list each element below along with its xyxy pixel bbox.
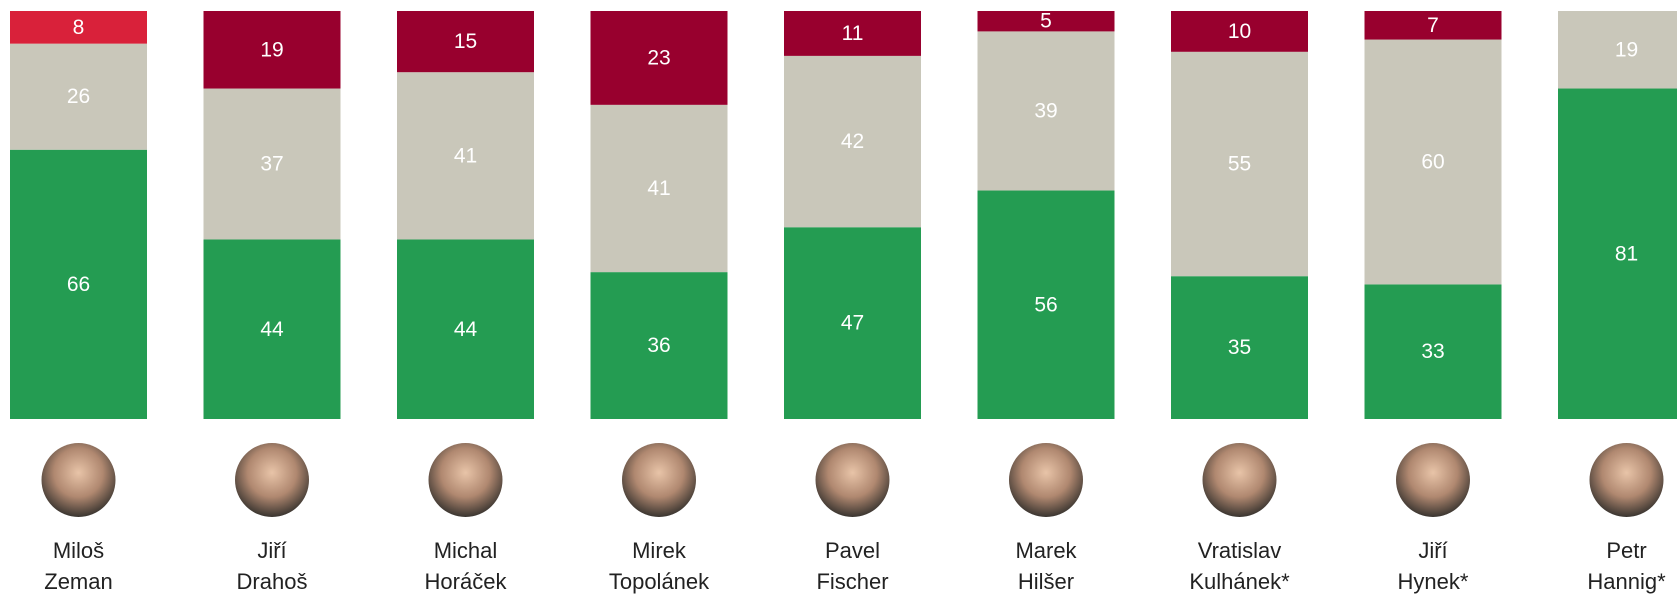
- value-label: 55: [1228, 153, 1251, 176]
- candidate-name: Petr: [1606, 538, 1646, 563]
- value-label: 15: [454, 30, 477, 53]
- bar-segment: [397, 11, 534, 73]
- bar-segment: [977, 31, 1115, 191]
- candidate-name: Vratislav: [1198, 538, 1282, 563]
- bar-segment: [977, 190, 1115, 419]
- bar-segment: [784, 11, 921, 56]
- bar-segment: [590, 104, 728, 273]
- bar-segment: [1364, 11, 1502, 40]
- value-label: 39: [1034, 100, 1057, 123]
- candidate-name: Marek: [1015, 538, 1077, 563]
- candidate-name: Pavel: [825, 538, 880, 563]
- bar-segment: [10, 43, 147, 150]
- value-label: 60: [1421, 151, 1444, 174]
- candidate-name: Hilšer: [1018, 569, 1074, 594]
- value-label: 8: [73, 16, 85, 39]
- bar-segment: [1171, 11, 1308, 52]
- bar-segment: [784, 55, 921, 228]
- value-label: 23: [647, 46, 670, 69]
- bar-segment: [203, 239, 341, 419]
- value-label: 42: [841, 130, 864, 153]
- candidate-photo: [235, 443, 309, 517]
- candidate-name: Kulhánek*: [1189, 569, 1290, 594]
- value-label: 44: [454, 318, 478, 341]
- bar-segment: [977, 11, 1115, 32]
- candidate-name: Jiří: [1418, 538, 1447, 563]
- value-label: 41: [454, 144, 477, 167]
- value-label: 37: [260, 153, 283, 176]
- candidate-photo: [1396, 443, 1470, 517]
- value-label: 19: [260, 38, 283, 61]
- bar-segment: [1171, 51, 1308, 277]
- value-label: 11: [842, 22, 864, 45]
- candidate-name: Michal: [434, 538, 498, 563]
- value-label: 36: [647, 334, 670, 357]
- value-label: 35: [1228, 336, 1251, 359]
- bar-segment: [590, 272, 728, 419]
- value-label: 19: [1615, 38, 1638, 61]
- value-label: 47: [841, 312, 864, 335]
- bar-segment: [1558, 88, 1677, 420]
- candidate-photo: [815, 443, 890, 517]
- bar-segment: [590, 11, 728, 105]
- bar-segment: [1364, 39, 1502, 285]
- value-label: 41: [647, 177, 670, 200]
- candidate-name: Fischer: [816, 569, 888, 594]
- value-label: 10: [1228, 20, 1251, 43]
- value-label: 66: [67, 273, 90, 296]
- candidate-name: Drahoš: [237, 569, 308, 594]
- candidate-photo: [622, 443, 696, 517]
- bar-segment: [203, 11, 341, 89]
- candidate-photo: [1202, 443, 1277, 517]
- bar-segment: [1171, 276, 1308, 419]
- value-label: 7: [1427, 14, 1439, 37]
- candidate-name: Zeman: [44, 569, 112, 594]
- candidate-photo: [41, 443, 116, 517]
- value-label: 5: [1040, 10, 1052, 33]
- candidate-name: Hannig*: [1587, 569, 1666, 594]
- value-label: 56: [1034, 293, 1057, 316]
- bar-segment: [1558, 11, 1677, 89]
- value-label: 44: [260, 318, 284, 341]
- candidate-name: Topolánek: [609, 569, 710, 594]
- bar-segment: [10, 11, 147, 44]
- candidate-photo: [428, 443, 503, 517]
- bar-segment: [203, 88, 341, 240]
- candidate-name: Miloš: [53, 538, 104, 563]
- value-label: 33: [1421, 340, 1444, 363]
- candidate-photo: [1009, 443, 1083, 517]
- candidate-photo: [1589, 443, 1664, 517]
- bar-segment: [397, 239, 534, 419]
- bar-segment: [397, 72, 534, 240]
- candidate-name: Jiří: [257, 538, 286, 563]
- candidate-name: Horáček: [425, 569, 508, 594]
- value-label: 81: [1615, 242, 1638, 265]
- bar-segment: [10, 149, 147, 419]
- value-label: 26: [67, 85, 90, 108]
- candidate-name: Mirek: [632, 538, 687, 563]
- candidate-name: Hynek*: [1398, 569, 1469, 594]
- bar-segment: [1364, 284, 1502, 419]
- bar-segment: [784, 227, 921, 419]
